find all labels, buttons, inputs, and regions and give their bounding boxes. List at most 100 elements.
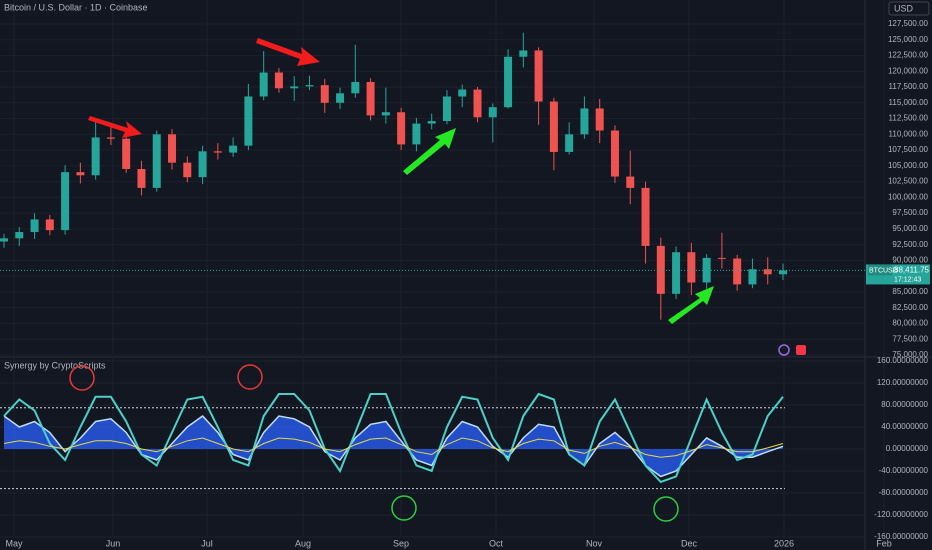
candle-body xyxy=(229,145,238,153)
currency-box[interactable] xyxy=(888,1,930,16)
candle-body xyxy=(198,151,207,178)
candle-body xyxy=(458,89,467,97)
candle-body xyxy=(519,50,528,57)
candle-body xyxy=(748,269,757,285)
candle-body xyxy=(488,107,497,118)
candle-body xyxy=(733,258,742,285)
candle-body xyxy=(412,123,421,145)
y-tick-label: 117,500.00 xyxy=(889,82,929,91)
candle-body xyxy=(305,85,314,87)
y-tick-label: 120.00000000 xyxy=(877,378,929,387)
candle-body xyxy=(397,112,406,145)
candle-body xyxy=(366,81,375,116)
y-tick-label: 77,500.00 xyxy=(892,334,928,343)
y-tick-label: 160.00000000 xyxy=(877,356,929,365)
candle-body xyxy=(351,81,360,94)
y-tick-label: 90,000.00 xyxy=(892,256,928,265)
y-tick-label: 127,500.00 xyxy=(888,19,929,28)
candle-body xyxy=(381,112,390,116)
red-arrow xyxy=(256,38,320,66)
candle-body xyxy=(687,252,696,283)
candle-body xyxy=(702,257,711,283)
candle-body xyxy=(91,137,100,176)
green-arrow xyxy=(668,286,714,324)
candle-body xyxy=(549,101,558,152)
y-tick-label: 100,000.00 xyxy=(888,192,929,201)
oscillator-line xyxy=(3,415,784,478)
y-tick-label: 0.00000000 xyxy=(886,444,929,453)
green-arrow xyxy=(403,128,456,175)
candle-body xyxy=(626,176,635,188)
icon[interactable] xyxy=(796,345,806,355)
candle-body xyxy=(641,187,650,246)
countdown: 17:12:43 xyxy=(894,276,921,283)
y-tick-label: 95,000.00 xyxy=(892,224,928,233)
candle-body xyxy=(290,86,299,89)
currency: USD xyxy=(894,3,914,13)
candle-body xyxy=(656,245,665,294)
candle-body xyxy=(504,56,513,108)
candle-body xyxy=(61,172,70,231)
candle-body xyxy=(259,72,268,97)
y-tick-label: 125,000.00 xyxy=(888,35,929,44)
candle-body xyxy=(534,50,543,102)
indicator-title: Synergy by CryptoScripts xyxy=(4,360,106,370)
candle-body xyxy=(473,89,482,118)
symbol-box xyxy=(868,264,892,276)
y-tick-label: 107,500.00 xyxy=(888,145,929,154)
y-tick-label: 112,500.00 xyxy=(889,114,929,123)
candle-body xyxy=(779,270,787,275)
candle-body xyxy=(717,257,726,259)
x-tick-label: Feb xyxy=(876,538,892,548)
candle-body xyxy=(610,130,619,177)
y-tick-label: 97,500.00 xyxy=(892,208,928,217)
candle-body xyxy=(580,108,589,135)
candle-body xyxy=(106,137,115,139)
candle-body xyxy=(336,93,345,103)
x-tick-label: Dec xyxy=(681,538,698,548)
candle-body xyxy=(122,138,131,169)
candle-body xyxy=(76,172,85,176)
annotation-arrows xyxy=(88,38,714,324)
sell-signal xyxy=(69,365,95,391)
x-tick-label: Aug xyxy=(295,538,311,548)
candle-body xyxy=(15,232,24,239)
y-tick-label: 92,500.00 xyxy=(892,240,928,249)
y-tick-label: 122,500.00 xyxy=(888,51,929,60)
candle-body xyxy=(213,151,222,153)
y-tick-label: -80.00000000 xyxy=(879,488,929,497)
candle-body xyxy=(274,72,283,89)
buy-signal xyxy=(391,495,417,521)
x-tick-label: 2026 xyxy=(774,538,794,548)
candle-body xyxy=(763,269,772,275)
signal-icons xyxy=(69,344,806,522)
candle-body xyxy=(30,219,39,233)
candle-body xyxy=(427,121,436,124)
candle-body xyxy=(137,168,146,188)
chart-title: Bitcoin / U.S. Dollar · 1D · Coinbase xyxy=(4,2,148,12)
oscillator-line xyxy=(3,437,784,458)
x-tick-label: Sep xyxy=(393,538,409,548)
y-tick-label: 40.00000000 xyxy=(881,422,928,431)
icon[interactable] xyxy=(778,344,790,356)
y-tick-label: 115,000.00 xyxy=(889,98,929,107)
y-tick-label: 120,000.00 xyxy=(888,66,929,75)
x-tick-label: Nov xyxy=(586,538,603,548)
candle-body xyxy=(320,85,329,103)
symbol-label: BTCUSD xyxy=(869,267,898,274)
candle-body xyxy=(183,162,192,178)
candle-body xyxy=(0,238,8,242)
y-tick-label: -120.00000000 xyxy=(874,510,928,519)
marks xyxy=(0,32,865,490)
y-tick-label: 80,000.00 xyxy=(892,319,928,328)
y-tick-label: -40.00000000 xyxy=(879,466,929,475)
candle-body xyxy=(168,134,177,163)
candle-body xyxy=(565,134,574,152)
oscillator-line xyxy=(3,392,784,484)
y-tick-label: -160.00000000 xyxy=(874,532,928,541)
buy-signal xyxy=(653,496,679,522)
candle-body xyxy=(152,134,161,188)
y-tick-label: 75,000.00 xyxy=(892,350,928,359)
